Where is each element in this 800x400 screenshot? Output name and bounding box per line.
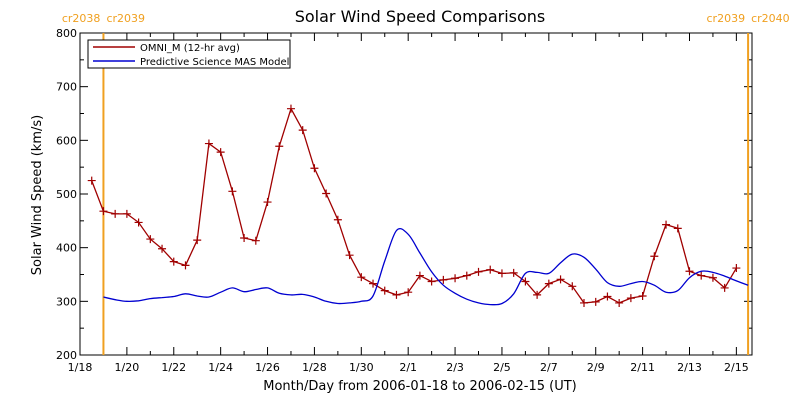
data-point-marker [122, 209, 131, 218]
series-layer [87, 104, 749, 307]
data-point-marker [181, 261, 190, 270]
data-point-marker [99, 207, 108, 216]
data-point-marker [204, 139, 213, 148]
y-tick-label: 600 [56, 134, 77, 147]
x-tick-label: 1/28 [302, 361, 327, 374]
data-point-marker [427, 277, 436, 286]
data-point-marker [158, 244, 167, 253]
data-point-marker [240, 234, 249, 243]
data-point-marker [497, 269, 506, 278]
data-point-marker [169, 257, 178, 266]
x-tick-label: 2/13 [677, 361, 702, 374]
data-point-marker [580, 298, 588, 307]
y-tick-label: 400 [56, 242, 77, 255]
chart-title: Solar Wind Speed Comparisons [295, 7, 546, 26]
data-point-marker [451, 274, 460, 283]
data-point-marker [228, 187, 237, 196]
data-point-marker [193, 236, 202, 245]
x-axis-ticks: 1/18 1/20 1/22 1/24 1/26 1/28 1/30 2/1 2/3 2/5 2/7… [68, 33, 749, 374]
data-point-marker [650, 252, 659, 261]
data-point-marker [615, 298, 624, 307]
data-point-marker [415, 271, 424, 280]
data-point-marker [521, 277, 530, 286]
data-point-marker [626, 294, 635, 303]
carrington-label-left: cr2038 [62, 12, 101, 25]
data-point-marker [486, 265, 495, 274]
data-point-marker [685, 267, 694, 276]
data-point-marker [322, 189, 331, 198]
data-point-marker [462, 271, 471, 280]
data-point-marker [146, 235, 155, 244]
data-point-marker [509, 268, 518, 277]
data-point-marker [673, 224, 682, 233]
data-point-marker [591, 297, 600, 306]
data-point-marker [708, 273, 717, 282]
x-tick-label: 2/3 [446, 361, 464, 374]
data-point-marker [380, 286, 389, 295]
data-point-marker [111, 209, 120, 218]
y-tick-label: 700 [56, 81, 77, 94]
x-tick-label: 1/30 [349, 361, 374, 374]
y-axis-label: Solar Wind Speed (km/s) [30, 115, 45, 275]
y-tick-label: 200 [56, 349, 77, 362]
data-point-marker [286, 104, 295, 113]
data-point-marker [369, 279, 378, 288]
carrington-label-right: cr2040 [751, 12, 790, 25]
data-point-marker [345, 251, 354, 260]
x-tick-label: 2/1 [399, 361, 417, 374]
legend: OMNI_M (12-hr avg) Predictive Science MA… [87, 39, 291, 69]
x-tick-label: 2/7 [540, 361, 558, 374]
y-axis-ticks: 200 300 400 500 600 700 800 [56, 27, 752, 362]
data-point-marker [732, 264, 741, 273]
carrington-label-right: cr2039 [106, 12, 145, 25]
data-point-marker [544, 279, 553, 288]
x-tick-label: 1/24 [208, 361, 233, 374]
x-tick-label: 2/9 [587, 361, 605, 374]
x-tick-label: 2/11 [630, 361, 655, 374]
y-tick-label: 800 [56, 27, 77, 40]
carrington-markers: cr2038 cr2039 cr2039 cr2040 [62, 12, 790, 355]
data-point-marker [333, 215, 342, 224]
data-point-marker [474, 267, 483, 276]
legend-box [87, 39, 291, 69]
x-tick-label: 2/5 [493, 361, 511, 374]
y-tick-label: 500 [56, 188, 77, 201]
series-line-1 [103, 228, 749, 306]
carrington-label-left: cr2039 [707, 12, 746, 25]
data-point-marker [298, 126, 307, 135]
data-point-marker [263, 198, 272, 207]
data-point-marker [556, 275, 565, 284]
data-point-marker [439, 275, 448, 284]
legend-label-mas: Predictive Science MAS Model [140, 57, 289, 68]
legend-label-omni: OMNI_M (12-hr avg) [140, 43, 240, 54]
data-point-marker [392, 290, 401, 299]
data-point-marker [568, 282, 577, 291]
x-tick-label: 1/20 [115, 361, 140, 374]
data-point-marker [533, 290, 542, 299]
x-tick-label: 1/18 [68, 361, 93, 374]
x-axis-label: Month/Day from 2006-01-18 to 2006-02-15 … [263, 379, 576, 394]
data-point-marker [275, 142, 284, 151]
y-tick-label: 300 [56, 295, 77, 308]
x-tick-label: 2/15 [724, 361, 749, 374]
series-line-0 [91, 107, 737, 304]
data-point-marker [404, 288, 413, 297]
x-tick-label: 1/26 [255, 361, 280, 374]
data-point-marker [638, 291, 647, 300]
data-point-marker [310, 164, 319, 173]
data-point-marker [357, 273, 366, 282]
x-tick-label: 1/22 [161, 361, 186, 374]
data-point-marker [87, 176, 96, 185]
data-point-marker [720, 283, 729, 292]
data-point-marker [662, 220, 671, 229]
data-point-marker [603, 292, 612, 301]
data-point-marker [134, 218, 143, 227]
data-point-marker [216, 148, 225, 157]
data-point-marker [251, 236, 260, 245]
data-point-marker [697, 271, 706, 280]
